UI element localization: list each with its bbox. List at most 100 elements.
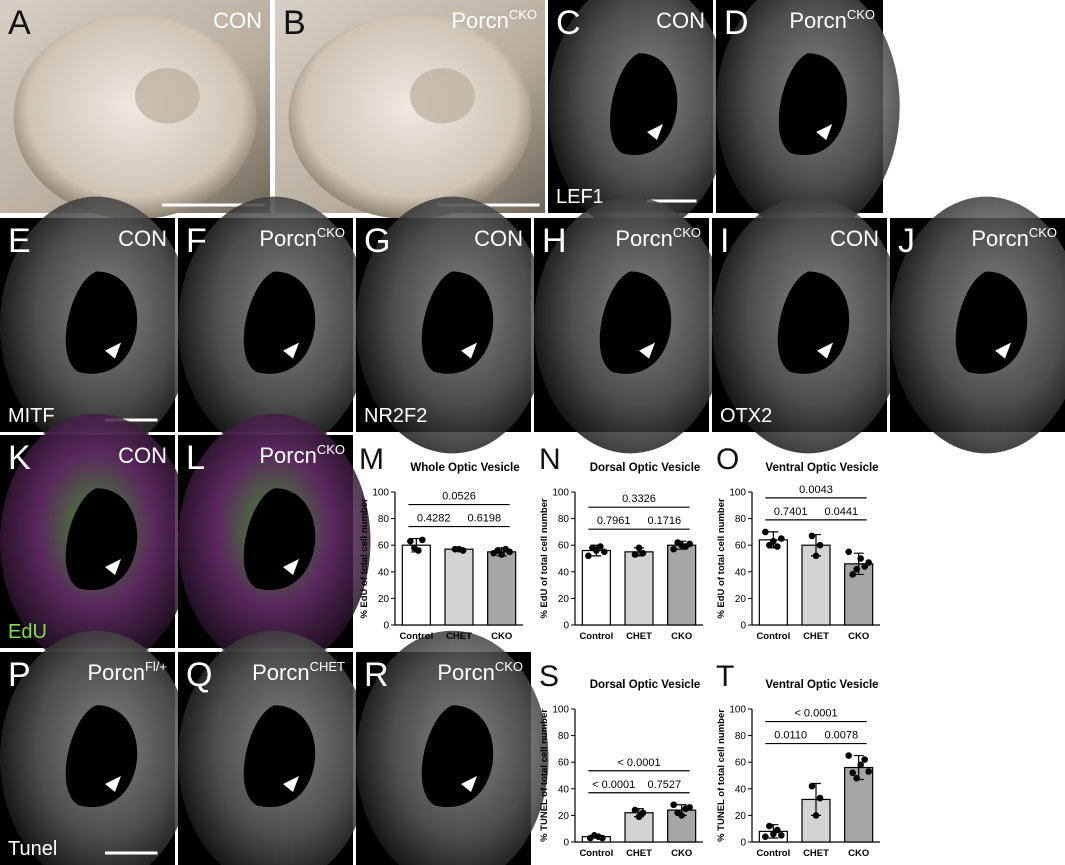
data-point <box>857 761 864 769</box>
panel-label: CON <box>830 226 879 251</box>
x-tick-label: CKO <box>671 631 692 642</box>
panel-label: CON <box>474 226 523 251</box>
image-panel: E CON MITF <box>0 196 193 454</box>
data-point <box>407 537 414 545</box>
data-point <box>639 549 647 557</box>
image-panel: Q PorcnCHET <box>178 630 371 865</box>
y-tick-label: 60 <box>558 541 570 552</box>
panel-label: PorcnCKO <box>437 659 523 685</box>
data-point <box>601 548 608 556</box>
data-point <box>865 768 872 775</box>
arrowhead <box>817 342 833 359</box>
data-point <box>635 813 643 821</box>
lumen <box>243 488 316 591</box>
bar-chart: M Whole Optic Vesicle % EdU of total cell … <box>359 443 523 642</box>
y-axis-label: % EdU of total cell number <box>716 498 727 619</box>
data-point <box>849 769 856 777</box>
data-point <box>686 540 693 548</box>
x-tick-label: CKO <box>848 631 869 642</box>
x-tick-label: CKO <box>671 848 692 859</box>
p-value: 0.0043 <box>799 484 833 496</box>
data-point <box>670 545 677 553</box>
x-tick-label: Control <box>579 631 613 642</box>
panel-label: PorcnCKO <box>259 225 345 251</box>
x-tick-label: CHET <box>803 848 829 859</box>
label-text: Porcn <box>451 8 508 33</box>
panel-letter: D <box>724 4 749 42</box>
data-point <box>774 826 781 834</box>
data-point <box>812 552 820 560</box>
bar <box>401 544 431 626</box>
data-point <box>670 801 677 809</box>
y-tick-label: 20 <box>558 811 570 822</box>
p-value: < 0.0001 <box>592 779 635 791</box>
lumen <box>243 705 316 808</box>
data-point <box>494 547 501 554</box>
data-point <box>816 541 824 549</box>
arrowhead <box>105 559 121 576</box>
data-point <box>599 834 606 842</box>
y-tick-label: 100 <box>372 488 389 499</box>
panel-letter: F <box>186 222 207 260</box>
panel-label: PorcnCKO <box>971 225 1057 251</box>
data-point <box>808 782 816 790</box>
y-tick-label: 0 <box>563 838 569 849</box>
data-point <box>812 812 820 819</box>
lumen <box>421 271 494 374</box>
y-tick-label: 40 <box>735 567 747 578</box>
p-value: 0.3326 <box>622 493 656 505</box>
panel-letter: G <box>364 222 390 260</box>
bar-chart: O Ventral Optic Vesicle % EdU of total cel… <box>716 443 880 642</box>
image-panel: J PorcnCKO <box>890 196 1065 454</box>
panel-letter: J <box>898 222 915 260</box>
p-value: < 0.0001 <box>617 757 660 769</box>
data-point <box>778 535 785 542</box>
data-point <box>631 806 639 814</box>
panel-letter: E <box>8 222 31 260</box>
panel-label: PorcnFl/+ <box>87 659 167 685</box>
arrowhead <box>816 124 833 141</box>
y-tick-label: 0 <box>383 621 389 632</box>
chart-title: Whole Optic Vesicle <box>410 462 519 474</box>
data-point <box>686 804 693 811</box>
image-panel: P PorcnFl/+ Tunel <box>0 630 193 865</box>
stain-label: NR2F2 <box>364 405 427 427</box>
data-point <box>774 543 781 550</box>
arrowhead <box>105 776 121 793</box>
stain-label: MITF <box>8 405 55 427</box>
x-tick-label: Control <box>756 848 790 859</box>
y-tick-label: 0 <box>740 838 746 849</box>
x-tick-label: CKO <box>848 848 869 859</box>
y-tick-label: 60 <box>558 758 570 769</box>
bar-chart: T Ventral Optic Vesicle % TUNEL of total c… <box>716 660 880 859</box>
y-tick-label: 60 <box>735 541 747 552</box>
p-value: 0.7961 <box>597 515 631 527</box>
label-text: Porcn <box>437 660 494 685</box>
panel-letter: I <box>720 222 729 260</box>
y-tick-label: 100 <box>552 705 569 716</box>
arrowhead <box>639 342 655 359</box>
data-point <box>861 756 868 763</box>
x-tick-label: CHET <box>626 631 652 642</box>
label-text: Porcn <box>615 226 672 251</box>
panel-label: CON <box>118 226 167 251</box>
arrowhead <box>105 342 121 359</box>
x-tick-label: CHET <box>626 848 652 859</box>
y-tick-label: 20 <box>378 594 390 605</box>
panel-letter: T <box>716 660 734 693</box>
lumen <box>421 705 494 808</box>
bar <box>444 548 474 626</box>
stain-label: EdU <box>8 621 47 643</box>
panel-label: PorcnCKO <box>451 7 537 33</box>
label-superscript: CKO <box>317 225 345 240</box>
arrowhead <box>283 776 299 793</box>
y-tick-label: 0 <box>563 621 569 632</box>
chart-title: Dorsal Optic Vesicle <box>590 679 701 691</box>
label-superscript: CKO <box>1029 225 1057 240</box>
y-tick-label: 40 <box>558 784 570 795</box>
y-axis-label: % EdU of total cell number <box>539 498 550 619</box>
lumen <box>65 271 138 374</box>
image-panel: R PorcnCKO <box>356 630 549 865</box>
y-tick-label: 40 <box>558 567 570 578</box>
